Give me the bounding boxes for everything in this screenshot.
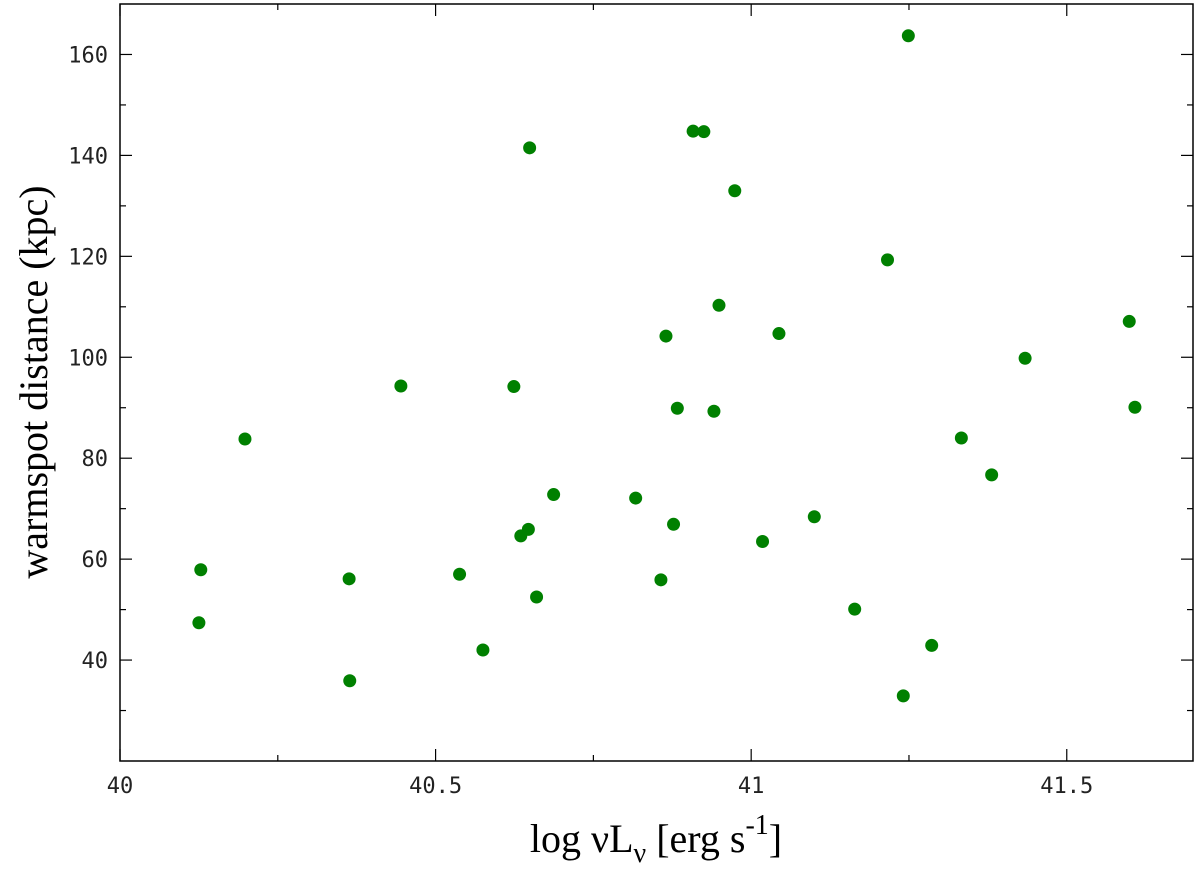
x-axis-title-subscript: ν: [634, 838, 647, 869]
data-point: [453, 567, 467, 581]
y-tick-label: 60: [82, 548, 109, 573]
y-axis-title: warmspot distance (kpc): [11, 185, 56, 578]
data-point: [654, 573, 668, 587]
y-tick-label: 100: [68, 346, 108, 371]
data-point: [530, 590, 544, 604]
data-point: [192, 616, 206, 630]
plot-frame: [119, 3, 1194, 762]
x-tick-label: 40.5: [409, 774, 462, 799]
data-point: [394, 379, 408, 393]
data-point: [925, 638, 939, 652]
data-point: [629, 491, 643, 505]
data-point: [547, 488, 561, 502]
data-point: [728, 184, 742, 198]
data-point: [1122, 314, 1136, 328]
data-point: [985, 468, 999, 482]
data-point: [1018, 351, 1032, 365]
data-point: [807, 510, 821, 524]
y-tick-label: 160: [68, 43, 108, 68]
data-point: [901, 29, 915, 43]
data-point: [667, 517, 681, 531]
data-point: [848, 602, 862, 616]
data-point: [342, 572, 356, 586]
data-point: [670, 401, 684, 415]
data-point: [476, 643, 490, 657]
x-axis: 40 40.5 41 41.5: [107, 4, 1093, 799]
data-point: [707, 404, 721, 418]
data-point: [772, 327, 786, 341]
x-axis-title-bracket: [erg s: [646, 816, 745, 861]
x-tick-label: 41: [738, 774, 765, 799]
x-tick-label: 41.5: [1040, 774, 1093, 799]
data-point: [521, 522, 535, 536]
y-tick-label: 80: [82, 447, 109, 472]
y-tick-label: 140: [68, 144, 108, 169]
data-point: [343, 674, 357, 688]
data-point: [194, 563, 208, 577]
data-point: [659, 329, 673, 343]
data-points: [192, 29, 1142, 703]
data-point: [896, 689, 910, 703]
data-point: [712, 298, 726, 312]
data-point: [756, 534, 770, 548]
y-tick-label: 120: [68, 245, 108, 270]
y-axis: 40 60 80 100 120 140 160: [68, 43, 1193, 712]
x-tick-label: 40: [107, 774, 134, 799]
data-point: [954, 431, 968, 445]
data-point: [881, 253, 895, 267]
data-point: [507, 380, 521, 394]
x-axis-title-superscript: -1: [745, 810, 768, 841]
data-point: [1128, 400, 1142, 414]
x-axis-title: log νLν [erg s-1]: [530, 810, 782, 869]
data-point: [697, 125, 711, 139]
data-point: [523, 141, 537, 155]
data-point: [238, 432, 252, 446]
x-axis-title-close: ]: [769, 816, 782, 861]
data-point: [686, 124, 700, 138]
y-tick-label: 40: [82, 649, 109, 674]
x-axis-title-main: log νL: [530, 816, 634, 861]
